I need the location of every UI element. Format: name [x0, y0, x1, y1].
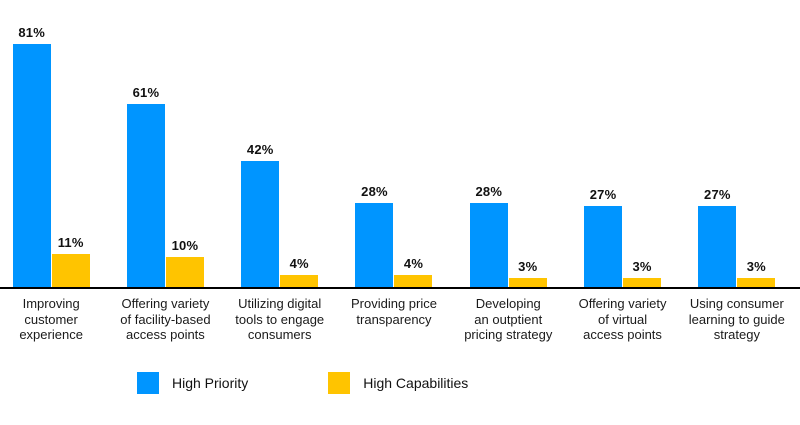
- category-label: Using consumer learning to guide strateg…: [688, 296, 785, 342]
- bar-high-capabilities: 4%: [394, 256, 433, 287]
- legend-label-high-priority: High Priority: [172, 374, 249, 391]
- value-label: 27%: [589, 187, 617, 202]
- legend: High Priority High Capabilities: [137, 371, 800, 394]
- category-label: Providing price transparency: [350, 296, 437, 327]
- bar-group: 61% 10%: [114, 85, 228, 287]
- category-label: Offering variety of facility-based acces…: [120, 296, 211, 342]
- bar-group: 27% 3%: [686, 187, 800, 287]
- bar-high-priority: 27%: [698, 187, 737, 287]
- bar-high-capabilities: 3%: [508, 259, 547, 287]
- value-label: 3%: [518, 259, 538, 274]
- bar-group: 27% 3%: [571, 187, 685, 287]
- value-label: 42%: [246, 142, 274, 157]
- bar-high-priority: 27%: [584, 187, 623, 287]
- bar-groups: 81% 11% 61% 10% 42% 4% 28% 4% 28% 3% 27% 3% 27% 3%: [0, 25, 800, 289]
- category-label: Improving customer experience: [19, 296, 83, 342]
- bar-high-capabilities: 11%: [51, 235, 90, 287]
- value-label: 4%: [289, 256, 309, 271]
- bar-high-capabilities: 3%: [623, 259, 662, 287]
- category-label: Utilizing digital tools to engage consum…: [235, 296, 325, 342]
- bar-high-capabilities: 10%: [165, 238, 204, 287]
- bar-high-capabilities: 3%: [737, 259, 776, 287]
- bar-high-capabilities: 4%: [280, 256, 319, 287]
- value-label: 3%: [746, 259, 766, 274]
- category-label: Developing an outptient pricing strategy: [464, 296, 553, 342]
- bar-group: 42% 4%: [229, 142, 343, 287]
- bar-high-priority: 28%: [355, 184, 394, 287]
- value-label: 27%: [704, 187, 731, 202]
- legend-swatch-high-capabilities-icon: [328, 371, 351, 394]
- legend-swatch-high-priority-icon: [137, 371, 159, 394]
- value-label: 11%: [57, 235, 84, 250]
- bar-high-priority: 28%: [469, 184, 508, 287]
- bar-high-priority: 81%: [12, 25, 51, 287]
- bar-group: 28% 3%: [457, 184, 571, 287]
- value-label: 81%: [18, 25, 45, 40]
- value-label: 28%: [361, 184, 388, 199]
- bar-group: 81% 11%: [0, 25, 114, 287]
- value-label: 61%: [132, 85, 160, 100]
- value-label: 10%: [171, 238, 199, 253]
- value-label: 3%: [632, 259, 652, 274]
- legend-item-high-capabilities: High Capabilities: [328, 371, 469, 394]
- bar-group: 28% 4%: [343, 184, 457, 287]
- legend-item-high-priority: High Priority: [137, 371, 249, 394]
- value-label: 4%: [403, 256, 424, 271]
- bar-high-priority: 61%: [126, 85, 165, 287]
- bar-high-priority: 42%: [241, 142, 280, 287]
- category-labels: Improving customer experience Offering va…: [0, 289, 800, 343]
- value-label: 28%: [475, 184, 503, 199]
- category-label: Offering variety of virtual access point…: [578, 296, 667, 342]
- legend-label-high-capabilities: High Capabilities: [363, 374, 469, 391]
